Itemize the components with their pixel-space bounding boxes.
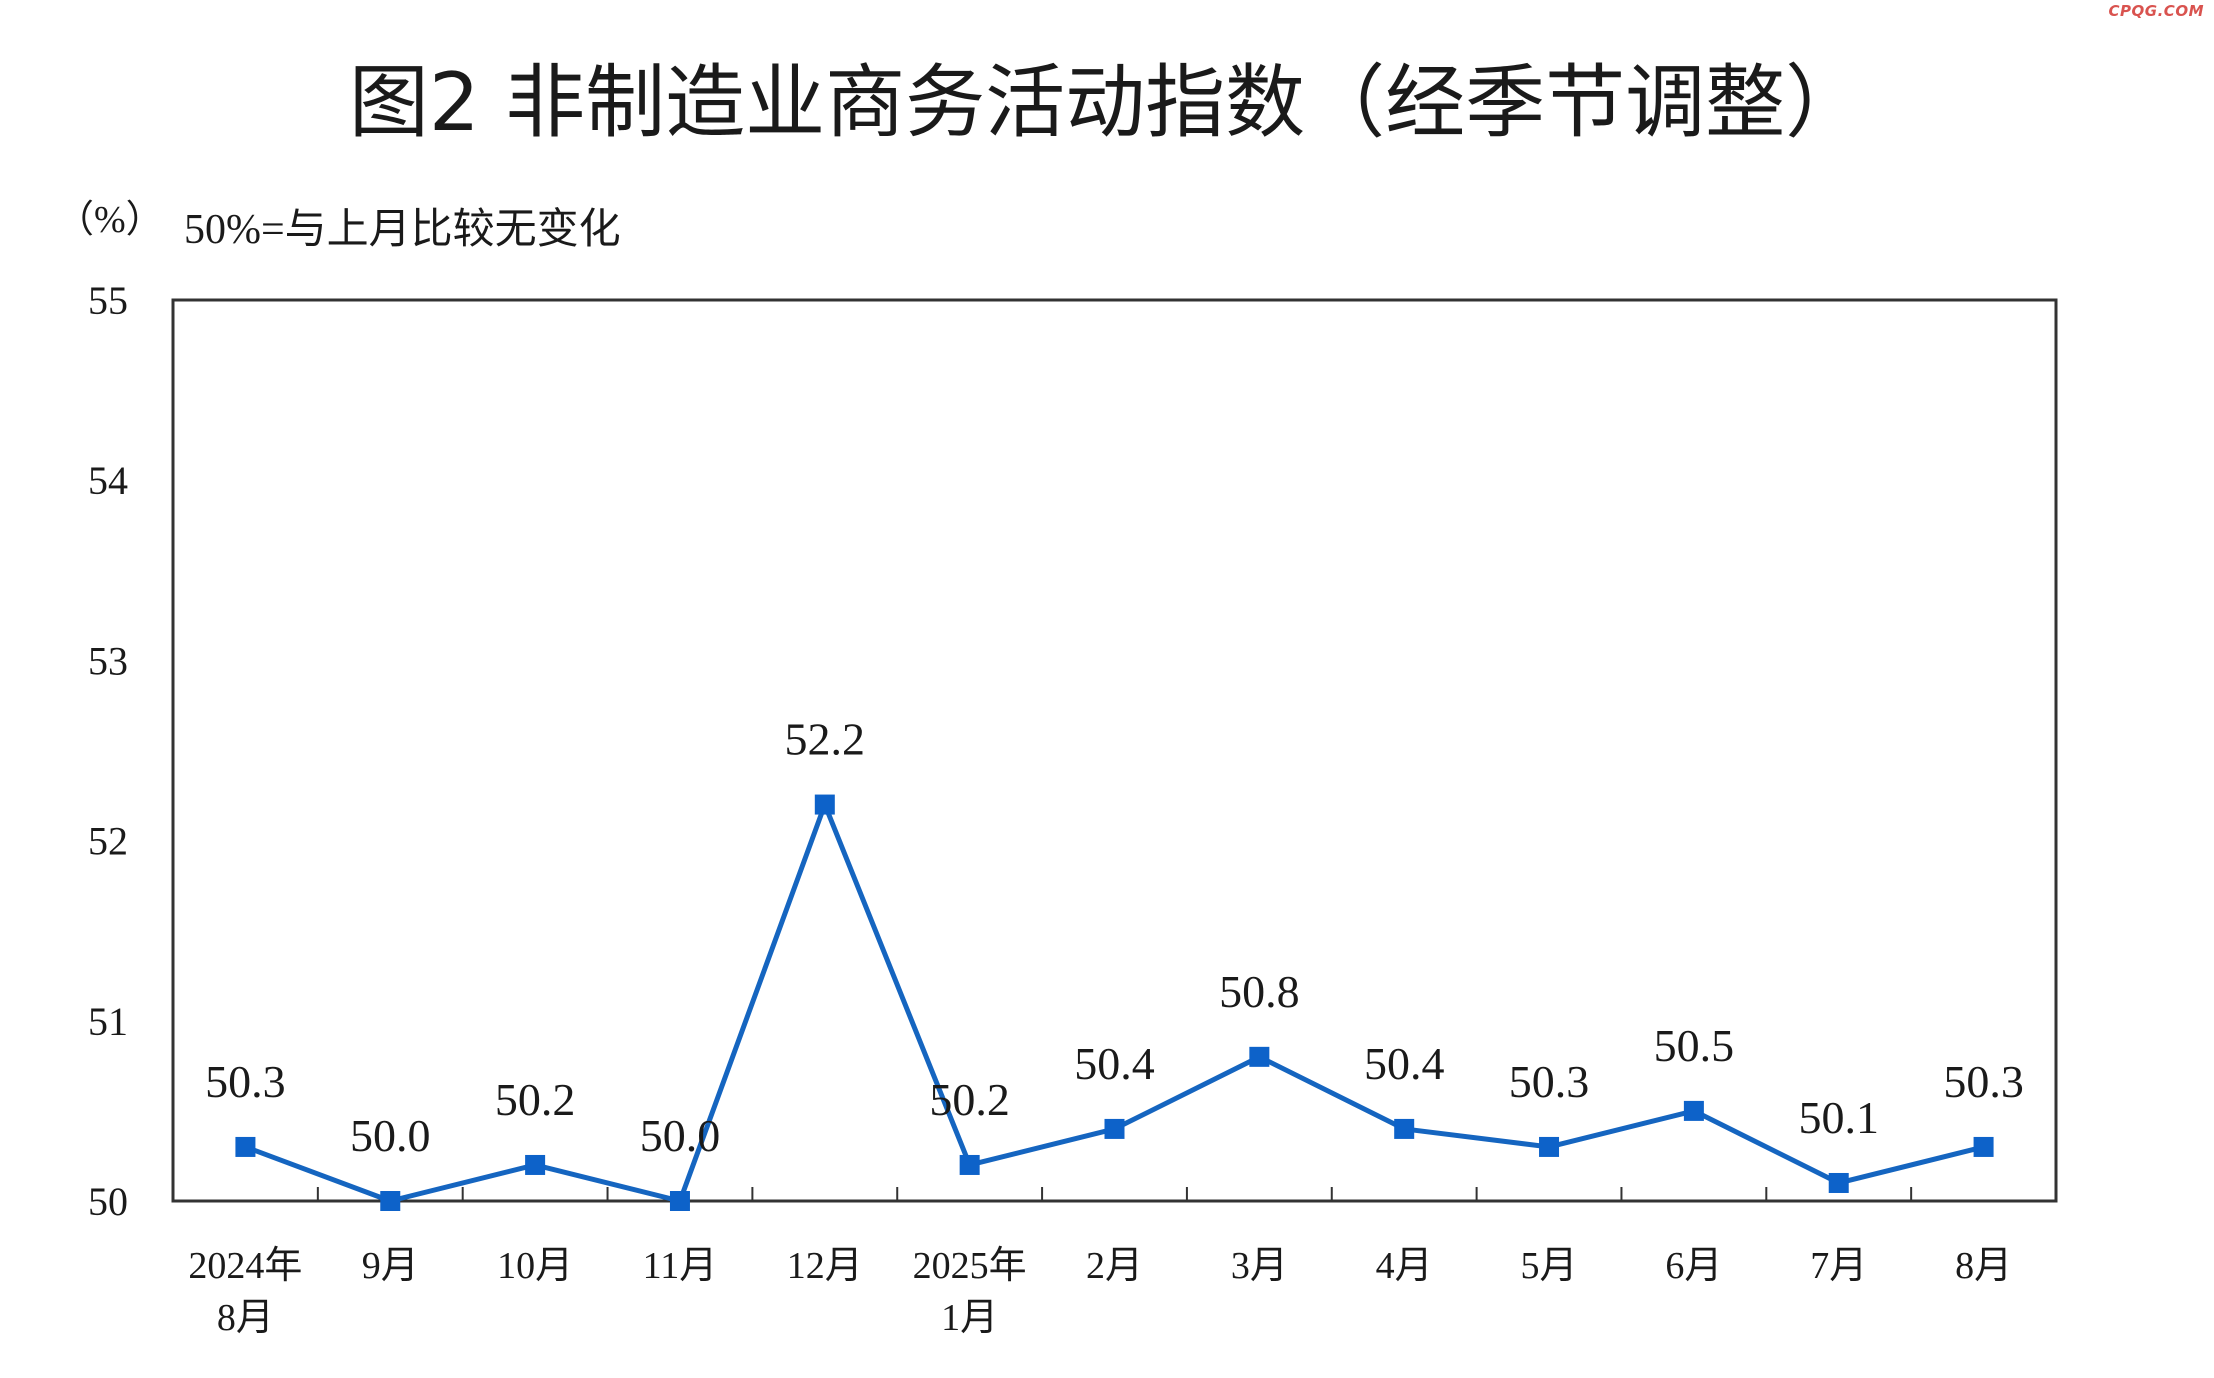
x-tick-label: 8月 xyxy=(1955,1245,2012,1287)
data-point-marker xyxy=(1394,1118,1415,1139)
data-label: 50.4 xyxy=(1074,1038,1155,1089)
y-tick-label: 55 xyxy=(88,278,128,323)
series-markers xyxy=(235,794,1994,1211)
data-point-marker xyxy=(235,1136,256,1157)
x-tick-label: 5月 xyxy=(1521,1245,1578,1287)
data-label: 50.3 xyxy=(1509,1056,1590,1107)
y-axis: 50 51 52 53 54 55 xyxy=(88,278,128,1224)
x-tick-label: 7月 xyxy=(1810,1245,1867,1287)
x-tick-label: 6月 xyxy=(1665,1245,1722,1287)
x-tick-label-line: 2月 xyxy=(1086,1245,1143,1287)
data-label: 50.3 xyxy=(205,1056,286,1107)
baseline-note: 50%=与上月比较无变化 xyxy=(184,206,621,253)
x-tick-label: 2月 xyxy=(1086,1245,1143,1287)
chart-title: 图2 非制造业商务活动指数（经季节调整） xyxy=(349,56,1865,149)
x-tick-label-line: 3月 xyxy=(1231,1245,1288,1287)
x-tick-label-line: 9月 xyxy=(362,1245,419,1287)
y-tick-label: 52 xyxy=(88,819,128,864)
y-tick-label: 50 xyxy=(88,1179,128,1224)
data-point-marker xyxy=(1828,1172,1849,1193)
data-point-marker xyxy=(814,794,835,815)
data-point-marker xyxy=(1973,1136,1994,1157)
data-point-marker xyxy=(669,1191,690,1211)
x-tick-label-line: 8月 xyxy=(217,1297,274,1339)
x-tick-label-line: 7月 xyxy=(1810,1245,1867,1287)
watermark-logo: CPQG.COM xyxy=(2108,2,2204,20)
x-axis: 2024年 8月 9月 10月 11月 12月 2025年 1月 2月 3月 4月 5月 6月 7月 8月 xyxy=(188,1187,2012,1339)
data-label: 50.8 xyxy=(1219,966,1300,1017)
data-label: 50.0 xyxy=(640,1110,721,1161)
data-point-marker xyxy=(1539,1136,1560,1157)
x-tick-label-line: 2024年 xyxy=(188,1245,302,1287)
x-tick-label: 2024年 8月 xyxy=(188,1245,302,1339)
y-tick-label: 53 xyxy=(88,638,128,683)
x-tick-label-line: 5月 xyxy=(1521,1245,1578,1287)
data-point-marker xyxy=(1683,1100,1704,1121)
y-tick-label: 54 xyxy=(88,458,128,503)
x-tick-label: 12月 xyxy=(787,1245,863,1287)
data-point-marker xyxy=(525,1154,546,1175)
data-label: 50.4 xyxy=(1364,1038,1445,1089)
x-tick-label: 10月 xyxy=(497,1245,573,1287)
series-line xyxy=(244,802,1985,1204)
data-label: 50.5 xyxy=(1654,1020,1735,1071)
y-tick-label: 51 xyxy=(88,999,128,1044)
y-axis-unit-label: （%） xyxy=(56,199,164,241)
data-label: 50.0 xyxy=(350,1110,431,1161)
x-tick-label-line: 8月 xyxy=(1955,1245,2012,1287)
data-labels: 50.3 50.0 50.2 50.0 52.2 50.2 50.4 50.8 50.4 50.3… xyxy=(205,714,2024,1161)
data-point-marker xyxy=(959,1154,980,1175)
data-point-marker xyxy=(1249,1046,1270,1067)
x-tick-label: 11月 xyxy=(643,1245,718,1287)
x-tick-label-line: 11月 xyxy=(643,1245,718,1287)
x-tick-label-line: 10月 xyxy=(497,1245,573,1287)
x-tick-label: 3月 xyxy=(1231,1245,1288,1287)
data-point-marker xyxy=(1104,1118,1125,1139)
data-label: 50.1 xyxy=(1798,1092,1879,1143)
data-point-marker xyxy=(380,1191,401,1211)
plot-area-frame xyxy=(171,298,2058,1203)
x-tick-label: 2025年 1月 xyxy=(913,1245,1027,1339)
x-tick-label: 4月 xyxy=(1376,1245,1433,1287)
data-label: 50.2 xyxy=(929,1074,1010,1125)
data-label: 50.2 xyxy=(495,1074,576,1125)
x-tick-label: 9月 xyxy=(362,1245,419,1287)
x-tick-label-line: 4月 xyxy=(1376,1245,1433,1287)
x-tick-label-line: 1月 xyxy=(941,1297,998,1339)
data-label: 52.2 xyxy=(785,714,866,765)
x-tick-label-line: 2025年 xyxy=(913,1245,1027,1287)
data-label: 50.3 xyxy=(1943,1056,2024,1107)
x-tick-label-line: 6月 xyxy=(1665,1245,1722,1287)
x-tick-label-line: 12月 xyxy=(787,1245,863,1287)
